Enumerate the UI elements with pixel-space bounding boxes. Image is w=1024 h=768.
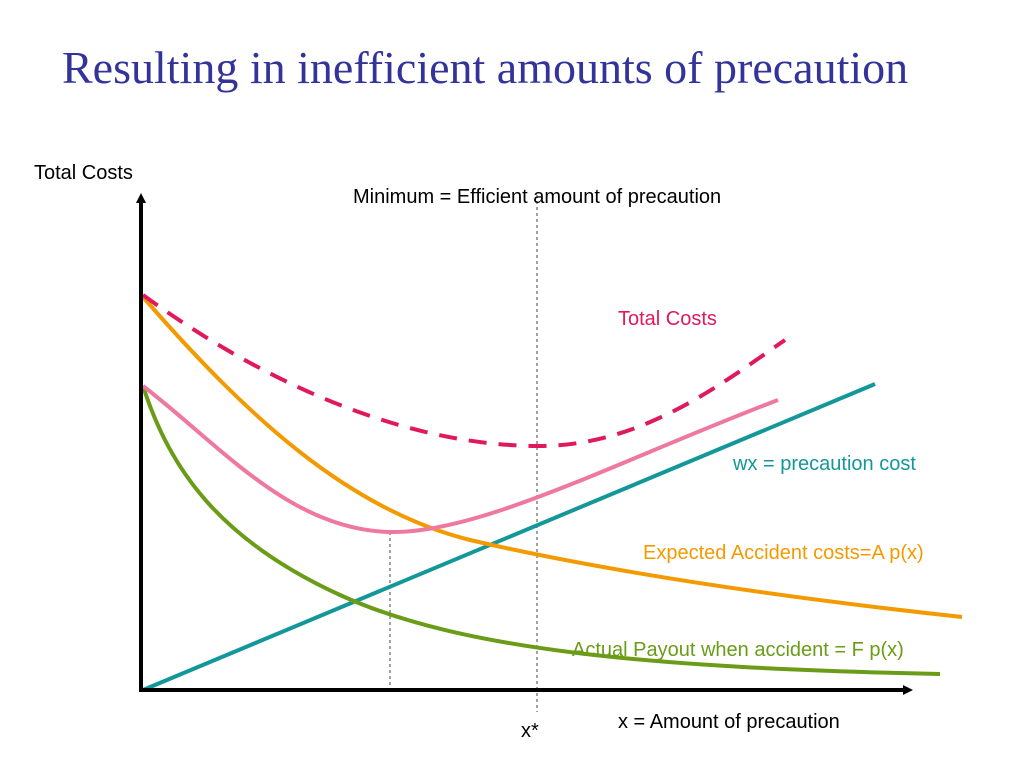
pink-total-curve <box>141 384 779 535</box>
expected-accident-costs-label: Expected Accident costs=A p(x) <box>643 542 924 564</box>
precaution-cost-line <box>142 382 876 692</box>
slide-title: Resulting in inefficient amounts of prec… <box>62 42 909 93</box>
total-costs-label: Total Costs <box>618 308 717 330</box>
total-costs-curve <box>141 293 787 449</box>
minimum-note: Minimum = Efficient amount of precaution <box>353 186 721 208</box>
actual-payout-label: Actual Payout when accident = F p(x) <box>572 639 904 661</box>
actual-payout-curve <box>141 385 941 676</box>
y-axis-label: Total Costs <box>34 162 133 184</box>
x-axis-label: x = Amount of precaution <box>618 711 840 733</box>
expected-accident-costs-curve <box>141 295 963 619</box>
x-star-label: x* <box>521 720 539 742</box>
precaution-cost-label: wx = precaution cost <box>732 453 916 475</box>
